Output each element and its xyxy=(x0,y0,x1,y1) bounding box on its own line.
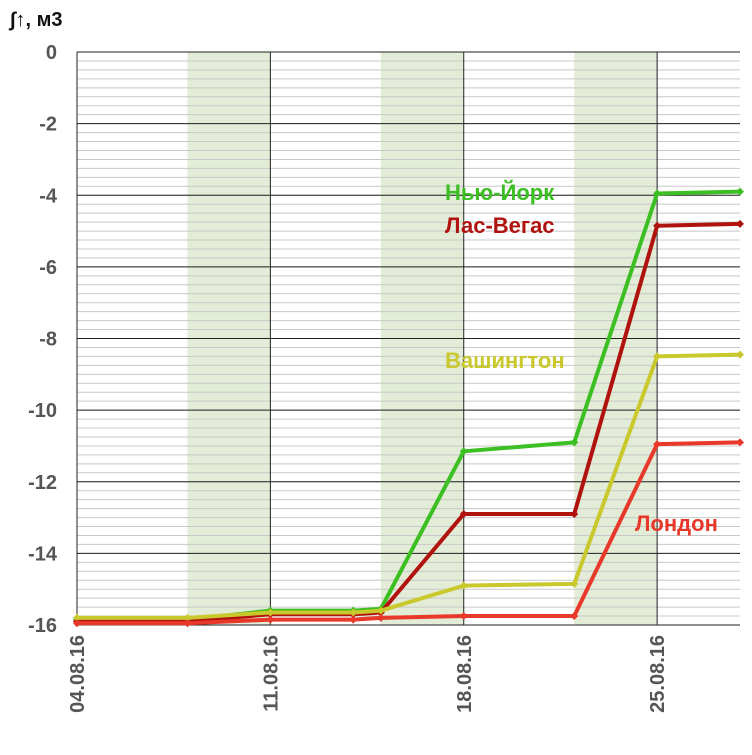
y-tick-label: 0 xyxy=(46,42,57,64)
x-tick-label: 18.08.16 xyxy=(454,635,476,713)
y-tick-label: -14 xyxy=(28,543,58,565)
point-marker xyxy=(376,606,385,615)
point-marker xyxy=(653,352,662,361)
x-tick-label: 04.08.16 xyxy=(67,635,89,713)
y-tick-label: -12 xyxy=(28,472,57,494)
series-label: Лас-Вегас xyxy=(445,213,555,238)
series-label: Вашингтон xyxy=(445,348,565,373)
point-marker xyxy=(459,581,468,590)
point-marker xyxy=(736,438,744,447)
y-tick-label: -10 xyxy=(28,400,57,422)
point-marker xyxy=(266,608,275,617)
point-marker xyxy=(736,187,744,196)
point-marker xyxy=(266,615,275,624)
point-marker xyxy=(459,612,468,621)
series-label: Нью-Йорк xyxy=(445,180,555,205)
y-tick-label: -4 xyxy=(39,185,58,207)
series-label: Лондон xyxy=(635,511,718,536)
point-marker xyxy=(459,447,468,456)
y-tick-label: -6 xyxy=(39,257,57,279)
x-tick-label: 11.08.16 xyxy=(260,635,282,712)
point-marker xyxy=(376,613,385,622)
y-tick-label: -8 xyxy=(39,329,57,351)
point-marker xyxy=(653,440,662,449)
y-tick-label: -16 xyxy=(28,615,57,637)
point-marker xyxy=(459,509,468,518)
point-marker xyxy=(183,619,192,628)
point-marker xyxy=(73,619,81,628)
point-marker xyxy=(736,350,744,359)
point-marker xyxy=(736,219,744,228)
point-marker xyxy=(349,608,358,617)
y-axis-label: ∫↑, м3 xyxy=(8,9,63,31)
point-marker xyxy=(653,189,662,198)
y-tick-label: -2 xyxy=(39,114,57,136)
point-marker xyxy=(570,509,579,518)
point-marker xyxy=(570,579,579,588)
point-marker xyxy=(570,438,579,447)
point-marker xyxy=(653,221,662,230)
point-marker xyxy=(349,615,358,624)
x-tick-label: 25.08.16 xyxy=(647,635,669,713)
point-marker xyxy=(570,612,579,621)
point-marker xyxy=(73,613,81,622)
point-marker xyxy=(183,613,192,622)
